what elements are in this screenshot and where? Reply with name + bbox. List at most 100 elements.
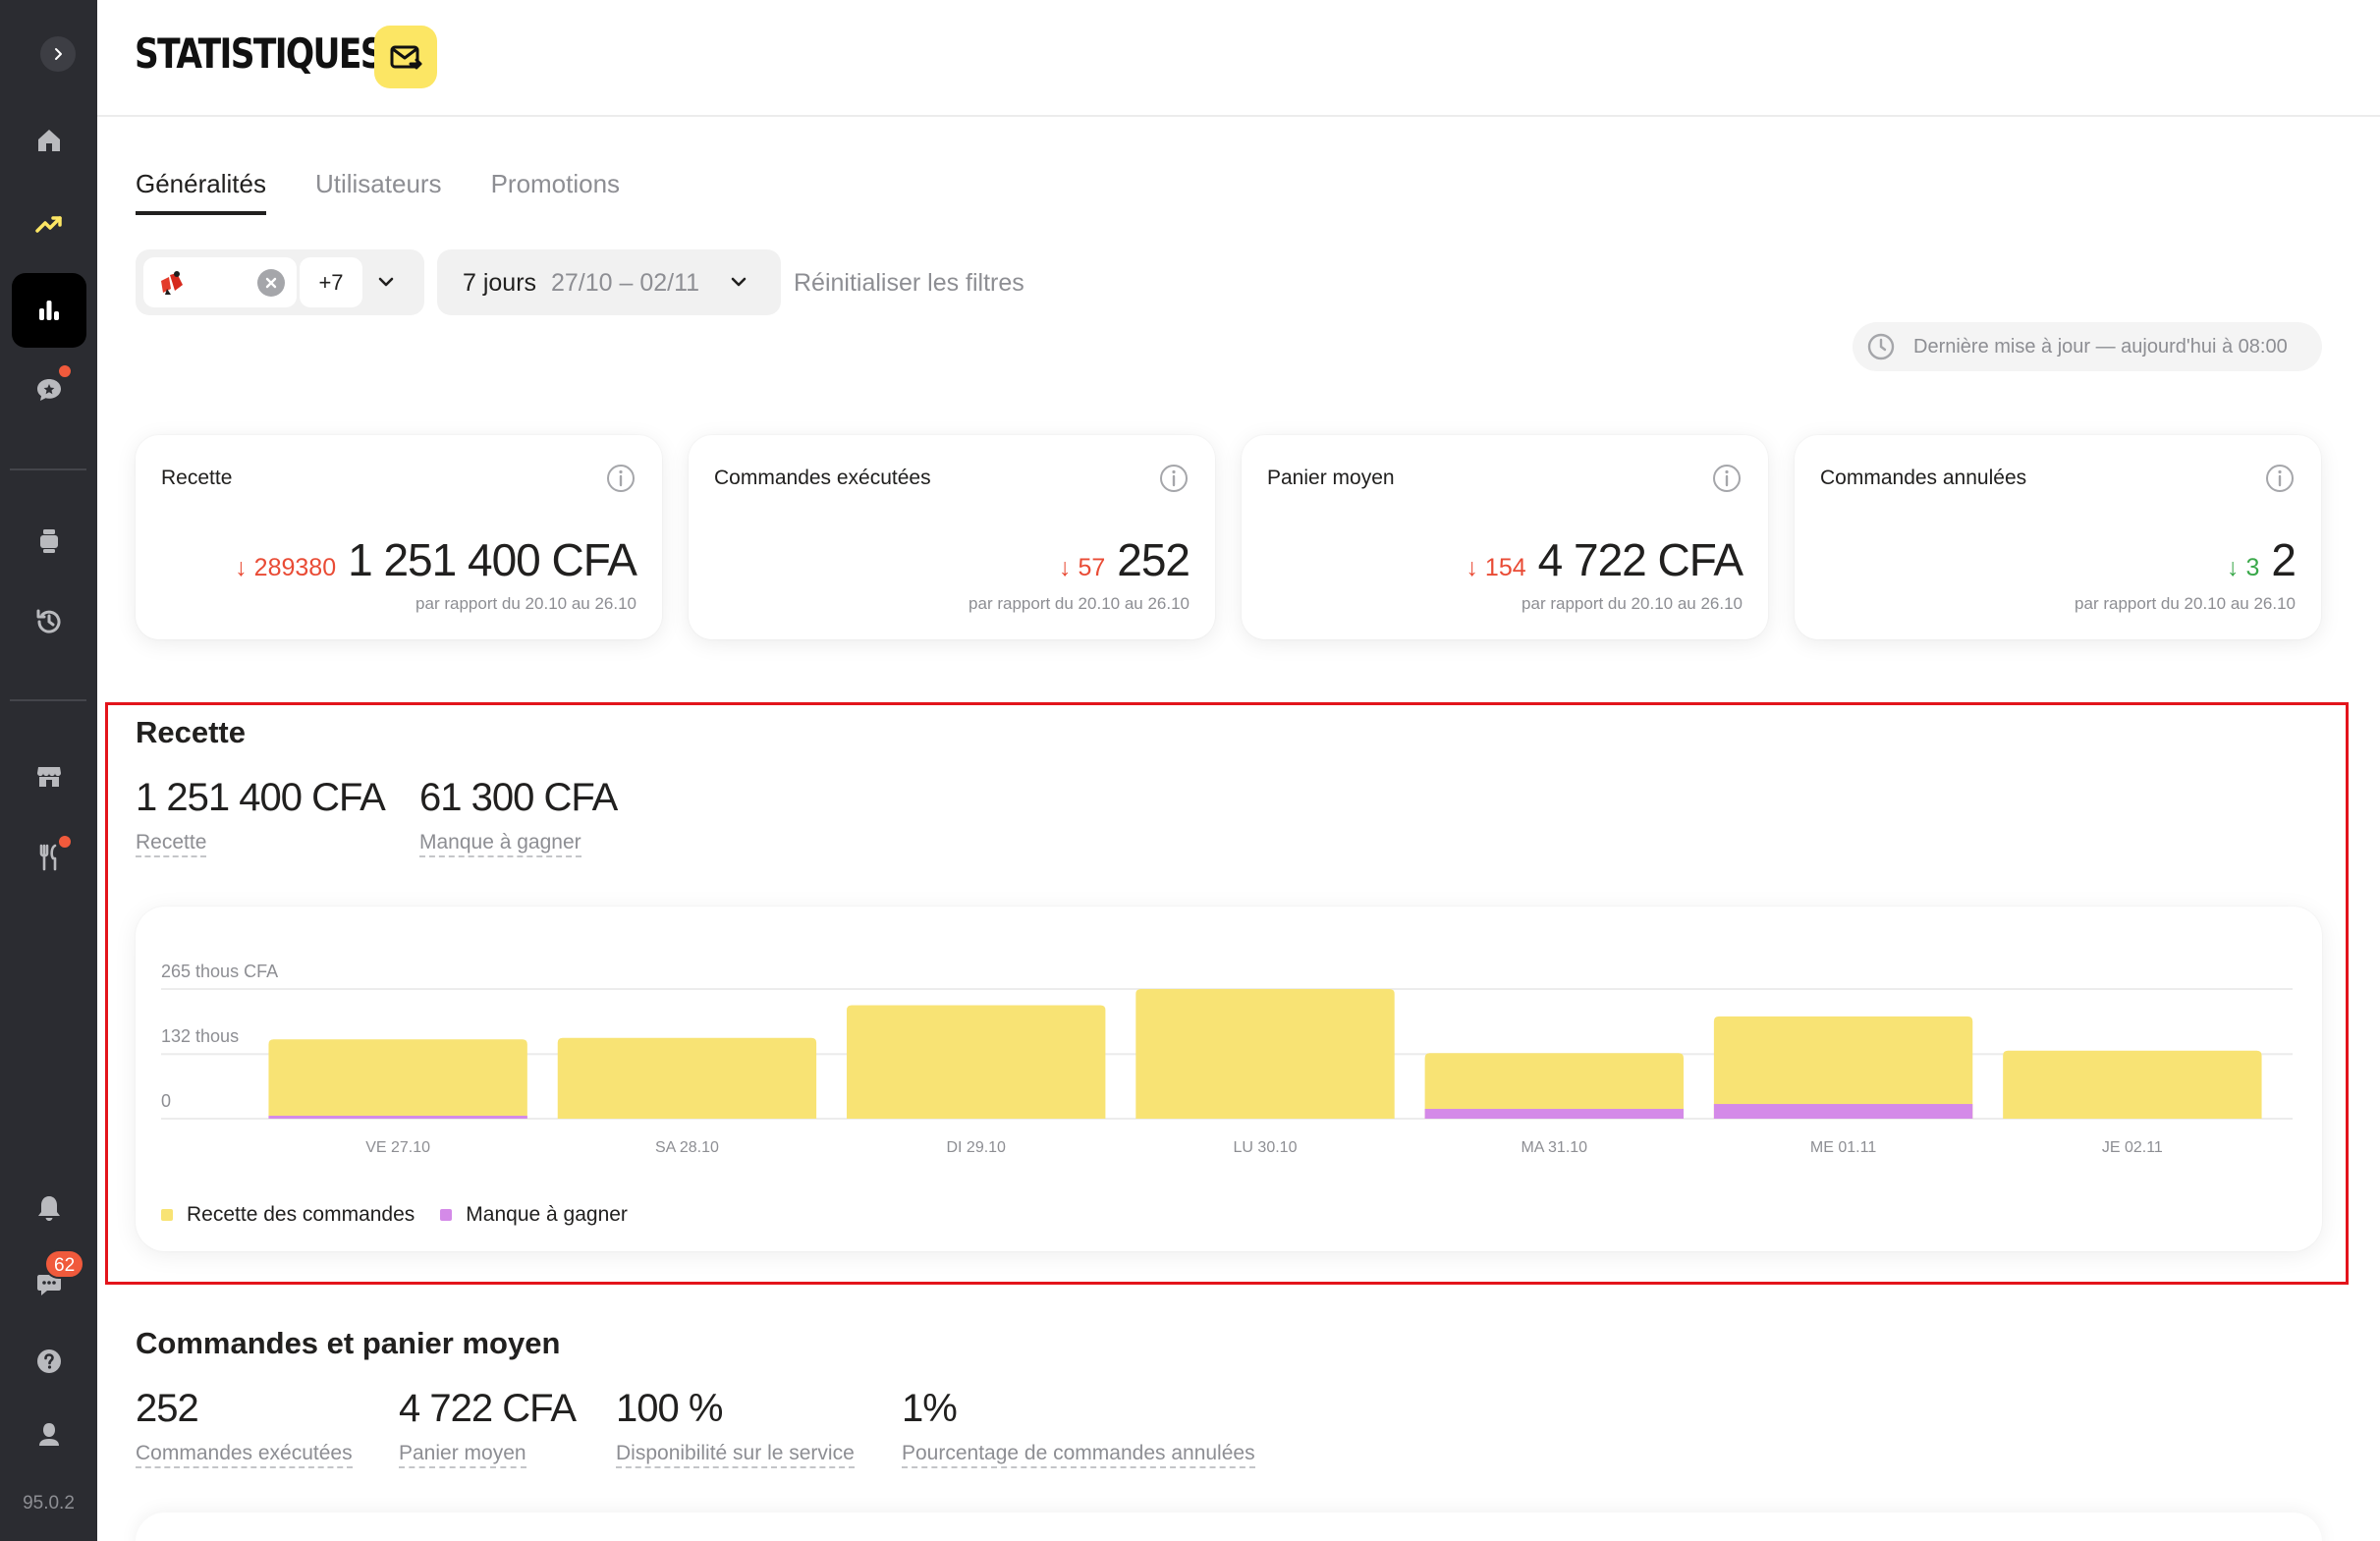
reviews-icon: [36, 379, 61, 401]
device-icon: [39, 529, 58, 553]
bar-revenue[interactable]: [557, 1037, 817, 1119]
messages-button[interactable]: [374, 26, 437, 88]
bar-revenue[interactable]: [1713, 1016, 1973, 1119]
restaurant-chip[interactable]: [143, 257, 297, 307]
reviews-notification-dot: [57, 363, 73, 379]
bar-revenue[interactable]: [1424, 1053, 1684, 1119]
bar-revenue[interactable]: [847, 1005, 1106, 1119]
kpi-card-orders: Commandes exécutées ↓ 57 252 par rapport…: [689, 435, 1215, 639]
kpi-value: 4 722 CFA: [1537, 534, 1743, 585]
x-tick-label: VE 27.10: [365, 1139, 430, 1156]
chevron-down-icon: [731, 277, 747, 287]
bar-lost-revenue[interactable]: [1424, 1109, 1684, 1119]
kpi-delta: ↓ 3: [2227, 554, 2260, 581]
tab-users[interactable]: Utilisateurs: [314, 169, 442, 198]
sidebar-item-device[interactable]: [22, 514, 77, 569]
average-basket-value: 4 722 CFA: [399, 1387, 577, 1430]
menu-notification-dot: [57, 834, 73, 850]
help-icon: [36, 1349, 61, 1373]
legend-swatch-lost: [440, 1209, 453, 1221]
info-icon[interactable]: [605, 463, 637, 494]
bar-revenue[interactable]: [2003, 1050, 2262, 1119]
info-icon[interactable]: [2264, 463, 2296, 494]
arrow-down-icon: ↓: [1058, 554, 1072, 581]
y-tick-label: 132 thous: [161, 1026, 239, 1046]
legend-item-revenue[interactable]: Recette des commandes: [161, 1203, 415, 1227]
more-restaurants-chip[interactable]: +7: [300, 257, 362, 307]
bar-lost-revenue[interactable]: [268, 1116, 527, 1119]
bar-lost-revenue[interactable]: [1713, 1104, 1973, 1119]
mail-forward-icon: [390, 45, 422, 70]
bar-chart-icon: [38, 301, 59, 320]
y-tick-label: 265 thous CFA: [161, 962, 278, 981]
app-version: 95.0.2: [23, 1493, 75, 1513]
revenue-chart-card: 265 thous CFA 132 thous 0 VE 27.10 SA 28.10 D…: [136, 907, 2322, 1251]
highlight-frame: [105, 702, 2349, 1285]
y-tick-label: 0: [161, 1091, 171, 1111]
chat-icon: [36, 1275, 61, 1295]
average-basket-label[interactable]: Panier moyen: [399, 1441, 526, 1468]
sidebar-divider: [10, 468, 86, 470]
bell-icon: [37, 1196, 60, 1221]
legend-item-lost[interactable]: Manque à gagner: [440, 1203, 628, 1227]
tab-general[interactable]: Généralités: [136, 169, 266, 215]
history-icon: [36, 609, 60, 633]
sidebar: 62 95.0.2: [0, 0, 97, 1541]
x-tick-label: JE 02.11: [2102, 1139, 2163, 1156]
sidebar-item-chat[interactable]: [22, 1257, 77, 1312]
sidebar-item-history[interactable]: [22, 594, 77, 649]
sidebar-divider: [10, 699, 86, 701]
cancelled-percentage-label[interactable]: Pourcentage de commandes annulées: [902, 1441, 1255, 1468]
lost-revenue-value: 61 300 CFA: [419, 776, 618, 819]
sidebar-item-reviews[interactable]: [22, 362, 77, 417]
orders-count-label[interactable]: Commandes exécutées: [136, 1441, 353, 1468]
legend-swatch-revenue: [161, 1209, 173, 1221]
kpi-comparison-note: par rapport du 20.10 au 26.10: [2075, 594, 2296, 613]
orders-count-value: 252: [136, 1387, 199, 1430]
kpi-comparison-note: par rapport du 20.10 au 26.10: [969, 594, 1190, 613]
sidebar-item-notifications[interactable]: [22, 1181, 77, 1236]
cutlery-icon: [39, 844, 56, 871]
restaurant-logo: [161, 271, 183, 295]
arrow-down-icon: ↓: [2227, 554, 2240, 581]
sidebar-item-home[interactable]: [22, 113, 77, 168]
sidebar-toggle-button[interactable]: [40, 36, 76, 72]
availability-label[interactable]: Disponibilité sur le service: [616, 1441, 855, 1468]
reset-filters-link[interactable]: Réinitialiser les filtres: [794, 269, 1024, 297]
cancelled-percentage-value: 1%: [902, 1387, 958, 1430]
bar-revenue[interactable]: [1135, 989, 1395, 1119]
kpi-value: 1 251 400 CFA: [348, 534, 637, 585]
clock-icon: [1867, 333, 1895, 360]
clear-restaurant-button[interactable]: [257, 269, 285, 297]
info-icon[interactable]: [1711, 463, 1743, 494]
sidebar-item-profile[interactable]: [22, 1407, 77, 1462]
sidebar-item-statistics[interactable]: [11, 273, 86, 348]
restaurant-filter[interactable]: +7: [136, 249, 424, 315]
page-header: STATISTIQUES: [97, 0, 2380, 117]
kpi-title: Panier moyen: [1267, 467, 1395, 489]
sidebar-item-trends[interactable]: [22, 196, 77, 251]
legend-label: Manque à gagner: [466, 1203, 628, 1226]
sidebar-item-help[interactable]: [22, 1334, 77, 1389]
chevron-down-icon[interactable]: [375, 271, 397, 293]
period-selector[interactable]: 7 jours 27/10 – 02/11: [437, 249, 781, 315]
last-update-info: Dernière mise à jour — aujourd'hui à 08:…: [1853, 322, 2322, 371]
bar-revenue[interactable]: [268, 1039, 527, 1119]
orders-section-title: Commandes et panier moyen: [136, 1326, 561, 1360]
kpi-value: 252: [1117, 534, 1190, 585]
period-range: 27/10 – 02/11: [551, 269, 700, 297]
period-label: 7 jours: [463, 269, 537, 297]
tab-promotions[interactable]: Promotions: [490, 169, 621, 198]
arrow-down-icon: ↓: [1466, 554, 1478, 581]
profile-icon: [38, 1423, 59, 1446]
revenue-total-label[interactable]: Recette: [136, 830, 207, 857]
kpi-delta: ↓ 289380: [235, 554, 337, 581]
tab-bar: Généralités Utilisateurs Promotions: [136, 169, 620, 215]
kpi-delta: ↓ 154: [1466, 554, 1526, 581]
sidebar-item-store[interactable]: [22, 748, 77, 803]
lost-revenue-label[interactable]: Manque à gagner: [419, 830, 581, 857]
info-icon[interactable]: [1158, 463, 1190, 494]
kpi-comparison-note: par rapport du 20.10 au 26.10: [415, 594, 637, 613]
sidebar-item-menu[interactable]: [22, 830, 77, 885]
kpi-card-cancelled-orders: Commandes annulées ↓ 3 2 par rapport du …: [1795, 435, 2321, 639]
